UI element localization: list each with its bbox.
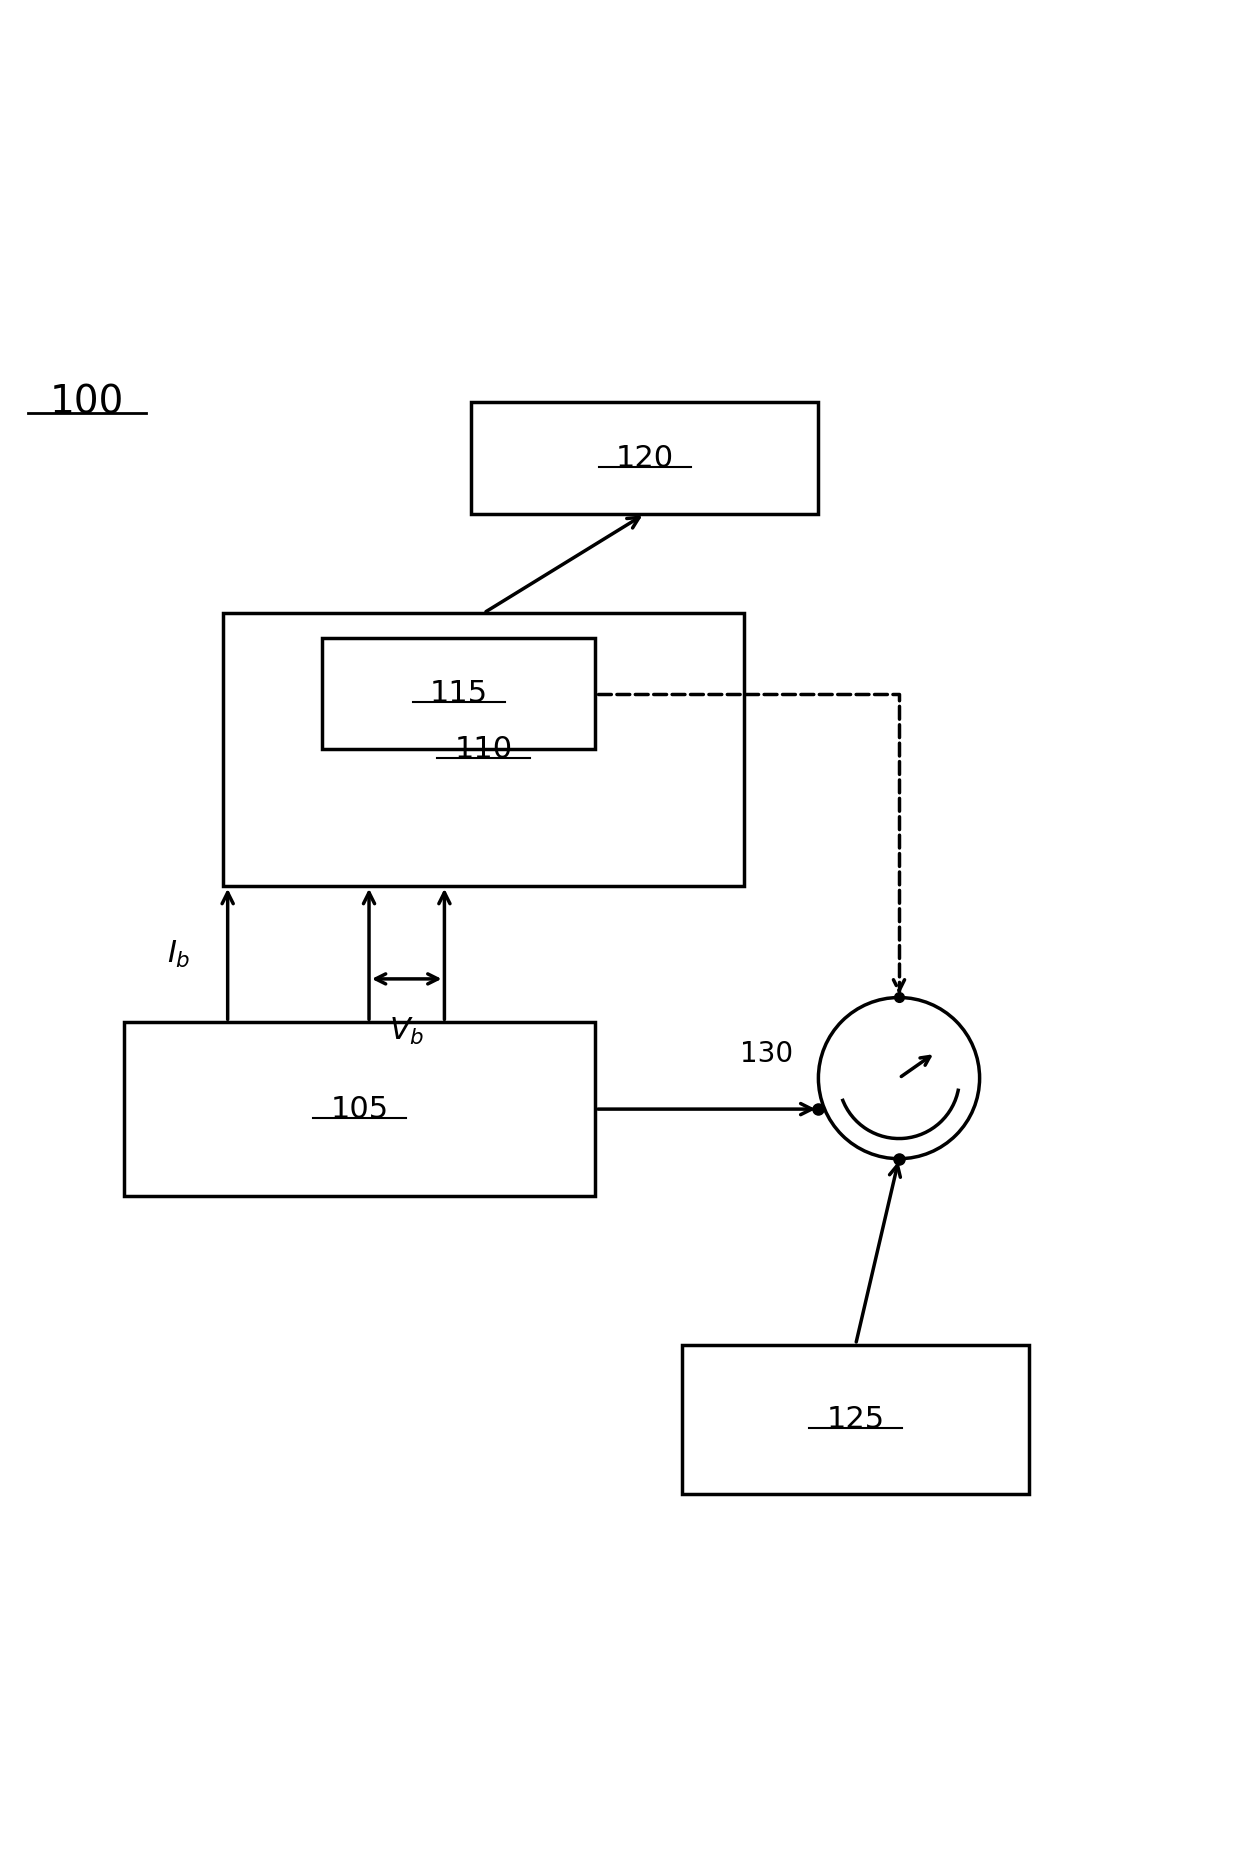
Text: 115: 115 <box>430 679 487 709</box>
Text: 125: 125 <box>827 1405 884 1433</box>
Text: 130: 130 <box>740 1040 794 1068</box>
Text: 120: 120 <box>616 443 673 473</box>
Text: $V_b$: $V_b$ <box>389 1016 424 1048</box>
Text: $I_b$: $I_b$ <box>167 939 191 969</box>
FancyBboxPatch shape <box>124 1022 595 1196</box>
FancyBboxPatch shape <box>223 614 744 885</box>
FancyBboxPatch shape <box>471 402 818 515</box>
Text: 100: 100 <box>50 384 124 421</box>
FancyBboxPatch shape <box>682 1345 1029 1493</box>
Text: 105: 105 <box>331 1095 388 1124</box>
Text: 110: 110 <box>455 735 512 763</box>
FancyBboxPatch shape <box>322 638 595 750</box>
